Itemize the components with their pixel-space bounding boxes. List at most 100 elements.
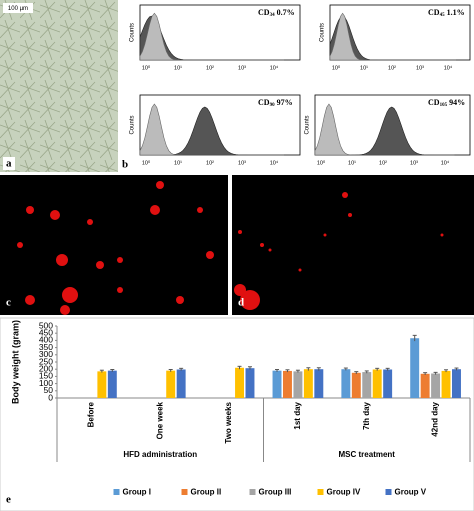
scale-bar: 100 µm: [8, 6, 28, 12]
marker-text: 97%: [277, 98, 293, 107]
bar: [314, 369, 324, 398]
cells: [234, 192, 444, 310]
x-tick-label: 10²: [388, 65, 396, 71]
category-group-label: HFD administration: [123, 450, 197, 459]
x-tick-label: 10⁴: [444, 64, 453, 71]
legend-swatch: [249, 489, 256, 495]
panel-label: e: [6, 494, 11, 506]
x-tick-label: 10¹: [174, 160, 182, 166]
panel-label: a: [6, 158, 12, 170]
marker-text: CD: [428, 8, 440, 17]
x-tick-label: One week: [155, 401, 164, 439]
micrograph-texture: [0, 0, 118, 172]
y-axis-label: Counts: [130, 23, 136, 42]
isotype-histogram: [139, 12, 284, 61]
bar: [176, 369, 186, 398]
isotype-histogram: [329, 12, 456, 61]
x-tick-label: 10²: [206, 65, 214, 71]
legend-label: Group V: [395, 488, 427, 497]
legend-swatch: [113, 489, 120, 495]
x-tick-label: 42nd day: [431, 401, 440, 436]
x-tick-label: 10⁰: [317, 159, 326, 166]
x-tick-label: Before: [87, 401, 96, 427]
x-tick-label: 10⁴: [270, 159, 279, 166]
bar: [372, 369, 382, 398]
x-tick-label: 10³: [416, 65, 424, 71]
isotype-histogram: [139, 103, 284, 156]
x-tick-label: 10³: [238, 65, 246, 71]
x-tick-label: 10⁴: [270, 64, 279, 71]
x-tick-label: 10²: [379, 160, 387, 166]
x-tick-label: 10⁰: [142, 159, 151, 166]
panel-label: b: [122, 159, 128, 171]
x-tick-label: 10¹: [360, 65, 368, 71]
marker-text: 90: [270, 103, 276, 108]
marker-text: 105: [440, 103, 448, 108]
bar: [293, 371, 303, 398]
x-tick-label: 7th day: [362, 401, 371, 430]
y-tick-label: 400: [39, 335, 53, 345]
y-tick-label: 250: [39, 356, 53, 366]
panel-label: c: [6, 297, 11, 309]
x-tick-label: 10⁴: [441, 159, 450, 166]
y-tick-label: 100: [39, 378, 53, 388]
legend-label: Group III: [259, 488, 292, 497]
marker-text: CD: [428, 98, 440, 107]
y-tick-label: 300: [39, 349, 53, 359]
marker-text: 94%: [449, 98, 465, 107]
label-box: [3, 157, 15, 170]
y-axis-label: Counts: [320, 23, 326, 42]
y-tick-label: 50: [44, 385, 54, 395]
x-tick-label: 10¹: [348, 160, 356, 166]
x-tick-label: 1st day: [293, 401, 302, 429]
isotype-histogram: [314, 103, 455, 156]
fluorescence-image: [0, 175, 228, 315]
marker-text: 34: [270, 13, 276, 18]
chart-panel: [0, 317, 474, 511]
bar: [383, 369, 393, 398]
x-tick-label: 10⁰: [332, 64, 341, 71]
bar: [282, 370, 292, 398]
x-tick-label: 10¹: [174, 65, 182, 71]
legend-swatch: [317, 489, 324, 495]
marker-text: 0.7%: [277, 8, 295, 17]
category-group-label: MSC treatment: [339, 450, 396, 459]
bar: [245, 368, 255, 398]
marker-text: CD: [258, 98, 270, 107]
y-tick-label: 450: [39, 327, 53, 337]
y-tick-label: 200: [39, 363, 53, 373]
scale-bar-box: [3, 3, 33, 13]
bar: [431, 373, 441, 398]
legend-label: Group I: [123, 488, 151, 497]
y-tick-label: 350: [39, 342, 53, 352]
marker-label: CD90 97%: [258, 98, 293, 108]
bar: [272, 370, 282, 398]
bar: [452, 369, 461, 398]
bar: [362, 372, 372, 398]
bar: [341, 369, 351, 398]
x-tick-label: 10³: [238, 160, 246, 166]
marker-label: CD45 1.1%: [428, 8, 465, 18]
y-axis-label: Counts: [130, 115, 136, 134]
y-axis-title: Body weight (gram): [10, 320, 20, 404]
marker-text: CD: [258, 8, 270, 17]
marker-label: CD105 94%: [428, 98, 465, 108]
bar: [166, 370, 176, 398]
cells: [17, 181, 214, 315]
bar: [235, 367, 245, 398]
y-tick-label: 500: [39, 320, 53, 330]
marker-text: 1.1%: [447, 8, 465, 17]
legend-swatch: [181, 489, 188, 495]
bar: [97, 371, 107, 398]
bar: [420, 373, 430, 398]
bar-chart: Body weight (gram) 0501001502002503003504…: [10, 320, 471, 497]
marker-text: 45: [440, 13, 446, 18]
x-tick-label: Two weeks: [224, 401, 233, 443]
legend-label: Group IV: [327, 488, 361, 497]
marker-label: CD34 0.7%: [258, 8, 295, 18]
bar: [107, 370, 117, 398]
panel-label: d: [238, 297, 244, 309]
legend-label: Group II: [191, 488, 222, 497]
